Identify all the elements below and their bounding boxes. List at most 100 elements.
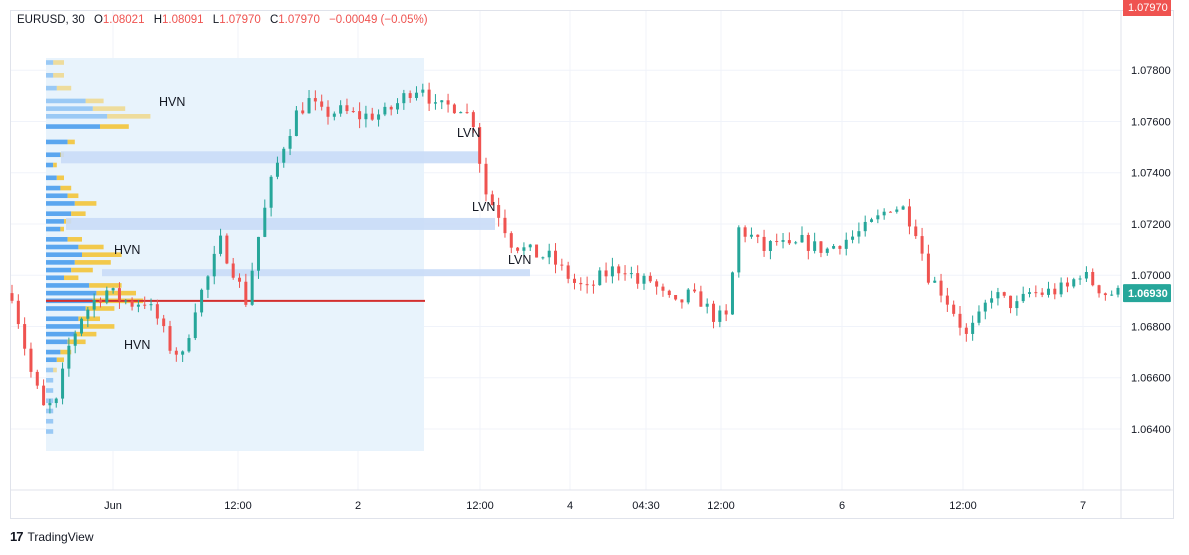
- annotation-hvn: HVN: [114, 243, 140, 257]
- candle-body: [863, 221, 867, 232]
- symbol-label: EURUSD, 30: [17, 14, 85, 26]
- candle-body: [1097, 285, 1101, 294]
- profile-bar-up: [46, 252, 82, 257]
- candle-body: [117, 288, 121, 301]
- candle-body: [926, 253, 930, 283]
- time-tick-label: 12:00: [466, 500, 494, 512]
- candle-body: [636, 273, 640, 284]
- chart-frame[interactable]: [10, 10, 1174, 519]
- candle-body: [269, 176, 273, 208]
- candle-body: [111, 288, 115, 291]
- profile-bar-up: [46, 418, 54, 424]
- candle-body: [206, 276, 210, 290]
- candle-body: [971, 322, 975, 334]
- candle-body: [1110, 294, 1114, 296]
- candle-body: [781, 240, 785, 242]
- candle-body: [73, 333, 77, 346]
- candle-body: [301, 110, 305, 114]
- profile-bar-down: [107, 114, 151, 119]
- candle-body: [174, 350, 178, 355]
- profile-bar-up: [46, 162, 54, 168]
- price-tick-label: 1.06800: [1131, 321, 1171, 333]
- candle-body: [579, 282, 583, 285]
- last-price-label: 1.06930: [1128, 288, 1168, 300]
- candle-body: [838, 246, 842, 249]
- candle-body: [642, 275, 646, 284]
- profile-bar-up: [46, 306, 86, 311]
- candle-body: [16, 300, 20, 325]
- candle-body: [674, 295, 678, 300]
- lvn-bands: [61, 151, 530, 277]
- candle-body: [136, 304, 140, 307]
- candle-body: [48, 403, 52, 406]
- profile-bar-down: [92, 106, 126, 111]
- tradingview-footer[interactable]: 17 TradingView: [10, 529, 94, 544]
- profile-bar-down: [74, 201, 97, 206]
- candle-body: [80, 318, 84, 334]
- candle-body: [882, 211, 886, 216]
- profile-bar-down: [100, 124, 129, 129]
- candle-body: [326, 106, 330, 117]
- profile-bar-up: [46, 429, 54, 434]
- time-tick-label: 04:30: [632, 500, 660, 512]
- candle-body: [212, 253, 216, 277]
- symbol-legend: EURUSD, 30 O1.08021 H1.08091 L1.07970 C1…: [17, 14, 428, 26]
- price-tick-label: 1.07800: [1131, 65, 1171, 77]
- candle-body: [851, 236, 855, 240]
- profile-bar-up: [46, 219, 64, 224]
- candle-body: [756, 234, 760, 237]
- candle-body: [35, 371, 39, 386]
- lvn-band: [61, 151, 481, 164]
- time-tick-label: 12:00: [949, 500, 977, 512]
- candle-body: [901, 206, 905, 210]
- candle-body: [130, 300, 134, 307]
- profile-bar-up: [46, 152, 61, 158]
- candle-body: [143, 304, 147, 306]
- open-value: 1.08021: [102, 14, 145, 26]
- candle-body: [528, 244, 532, 248]
- candle-body: [193, 312, 197, 339]
- profile-bar-up: [46, 357, 57, 363]
- candle-body: [743, 227, 747, 237]
- candle-body: [23, 324, 27, 349]
- price-tick-label: 1.07200: [1131, 219, 1171, 231]
- candle-body: [307, 98, 311, 114]
- change-value: −0.00049 (−0.05%): [329, 14, 428, 26]
- candle-body: [1065, 282, 1069, 287]
- profile-bar-up: [46, 260, 75, 265]
- profile-bar-up: [46, 114, 108, 119]
- profile-bar-up: [46, 283, 90, 288]
- profile-bar-down: [71, 267, 93, 273]
- candle-body: [358, 111, 362, 120]
- candle-body: [332, 113, 336, 117]
- profile-bar-down: [82, 252, 122, 257]
- candle-body: [945, 295, 949, 305]
- candle-body: [813, 241, 817, 251]
- candle-body: [61, 368, 65, 399]
- candle-body: [648, 275, 652, 282]
- candle-body: [250, 270, 254, 305]
- candle-body: [1091, 271, 1095, 286]
- candle-body: [446, 100, 450, 105]
- candle-body: [67, 345, 71, 369]
- tradingview-logo-icon: 17: [10, 529, 24, 544]
- candles: [10, 82, 1120, 414]
- profile-bar-up: [46, 267, 72, 273]
- candle-body: [983, 302, 987, 312]
- candle-body: [768, 241, 772, 251]
- profile-bar-up: [46, 324, 82, 329]
- profile-bar-up: [46, 211, 72, 216]
- time-tick-label: 12:00: [707, 500, 735, 512]
- candle-body: [478, 127, 482, 164]
- profile-bar-down: [67, 237, 82, 242]
- lvn-band: [102, 269, 530, 277]
- candle-body: [800, 234, 804, 243]
- candle-body: [54, 398, 58, 404]
- price-tick-label: 1.06600: [1131, 373, 1171, 385]
- candle-body: [566, 265, 570, 279]
- candle-body: [623, 273, 627, 275]
- candle-body: [238, 277, 242, 282]
- profile-bar-up: [46, 316, 79, 322]
- candle-body: [1078, 278, 1082, 280]
